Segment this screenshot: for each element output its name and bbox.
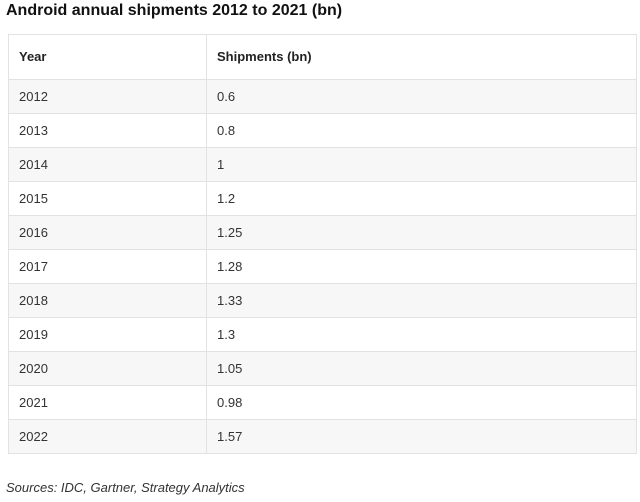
table-row: 2021 0.98 bbox=[8, 385, 637, 420]
table-row: 2022 1.57 bbox=[8, 419, 637, 454]
cell-year: 2018 bbox=[8, 283, 207, 318]
source-note: Sources: IDC, Gartner, Strategy Analytic… bbox=[6, 480, 245, 495]
table-row: 2018 1.33 bbox=[8, 283, 637, 318]
cell-year: 2016 bbox=[8, 215, 207, 250]
table-title: Android annual shipments 2012 to 2021 (b… bbox=[6, 2, 343, 19]
cell-year: 2012 bbox=[8, 79, 207, 114]
cell-shipments: 0.98 bbox=[206, 385, 637, 420]
cell-shipments: 1.57 bbox=[206, 419, 637, 454]
cell-shipments: 0.6 bbox=[206, 79, 637, 114]
cell-year: 2019 bbox=[8, 317, 207, 352]
cell-shipments: 1.05 bbox=[206, 351, 637, 386]
table-row: 2014 1 bbox=[8, 147, 637, 182]
column-header-year: Year bbox=[8, 34, 207, 80]
cell-year: 2015 bbox=[8, 181, 207, 216]
cell-shipments: 0.8 bbox=[206, 113, 637, 148]
cell-shipments: 1.3 bbox=[206, 317, 637, 352]
table-row: 2020 1.05 bbox=[8, 351, 637, 386]
cell-year: 2020 bbox=[8, 351, 207, 386]
cell-shipments: 1.33 bbox=[206, 283, 637, 318]
cell-shipments: 1.2 bbox=[206, 181, 637, 216]
cell-shipments: 1.25 bbox=[206, 215, 637, 250]
cell-year: 2014 bbox=[8, 147, 207, 182]
table-row: 2015 1.2 bbox=[8, 181, 637, 216]
cell-year: 2021 bbox=[8, 385, 207, 420]
cell-shipments: 1.28 bbox=[206, 249, 637, 284]
table-row: 2013 0.8 bbox=[8, 113, 637, 148]
table-body: 2012 0.6 2013 0.8 2014 1 2015 1.2 2016 1.25 2017 1.… bbox=[8, 79, 637, 454]
cell-year: 2013 bbox=[8, 113, 207, 148]
cell-shipments: 1 bbox=[206, 147, 637, 182]
table-row: 2019 1.3 bbox=[8, 317, 637, 352]
cell-year: 2017 bbox=[8, 249, 207, 284]
table-header-row: Year Shipments (bn) bbox=[8, 34, 637, 80]
shipments-table: Year Shipments (bn) 2012 0.6 2013 0.8 2014 1 2… bbox=[8, 34, 637, 454]
cell-year: 2022 bbox=[8, 419, 207, 454]
table-row: 2016 1.25 bbox=[8, 215, 637, 250]
table-row: 2012 0.6 bbox=[8, 79, 637, 114]
table-row: 2017 1.28 bbox=[8, 249, 637, 284]
column-header-shipments: Shipments (bn) bbox=[206, 34, 637, 80]
